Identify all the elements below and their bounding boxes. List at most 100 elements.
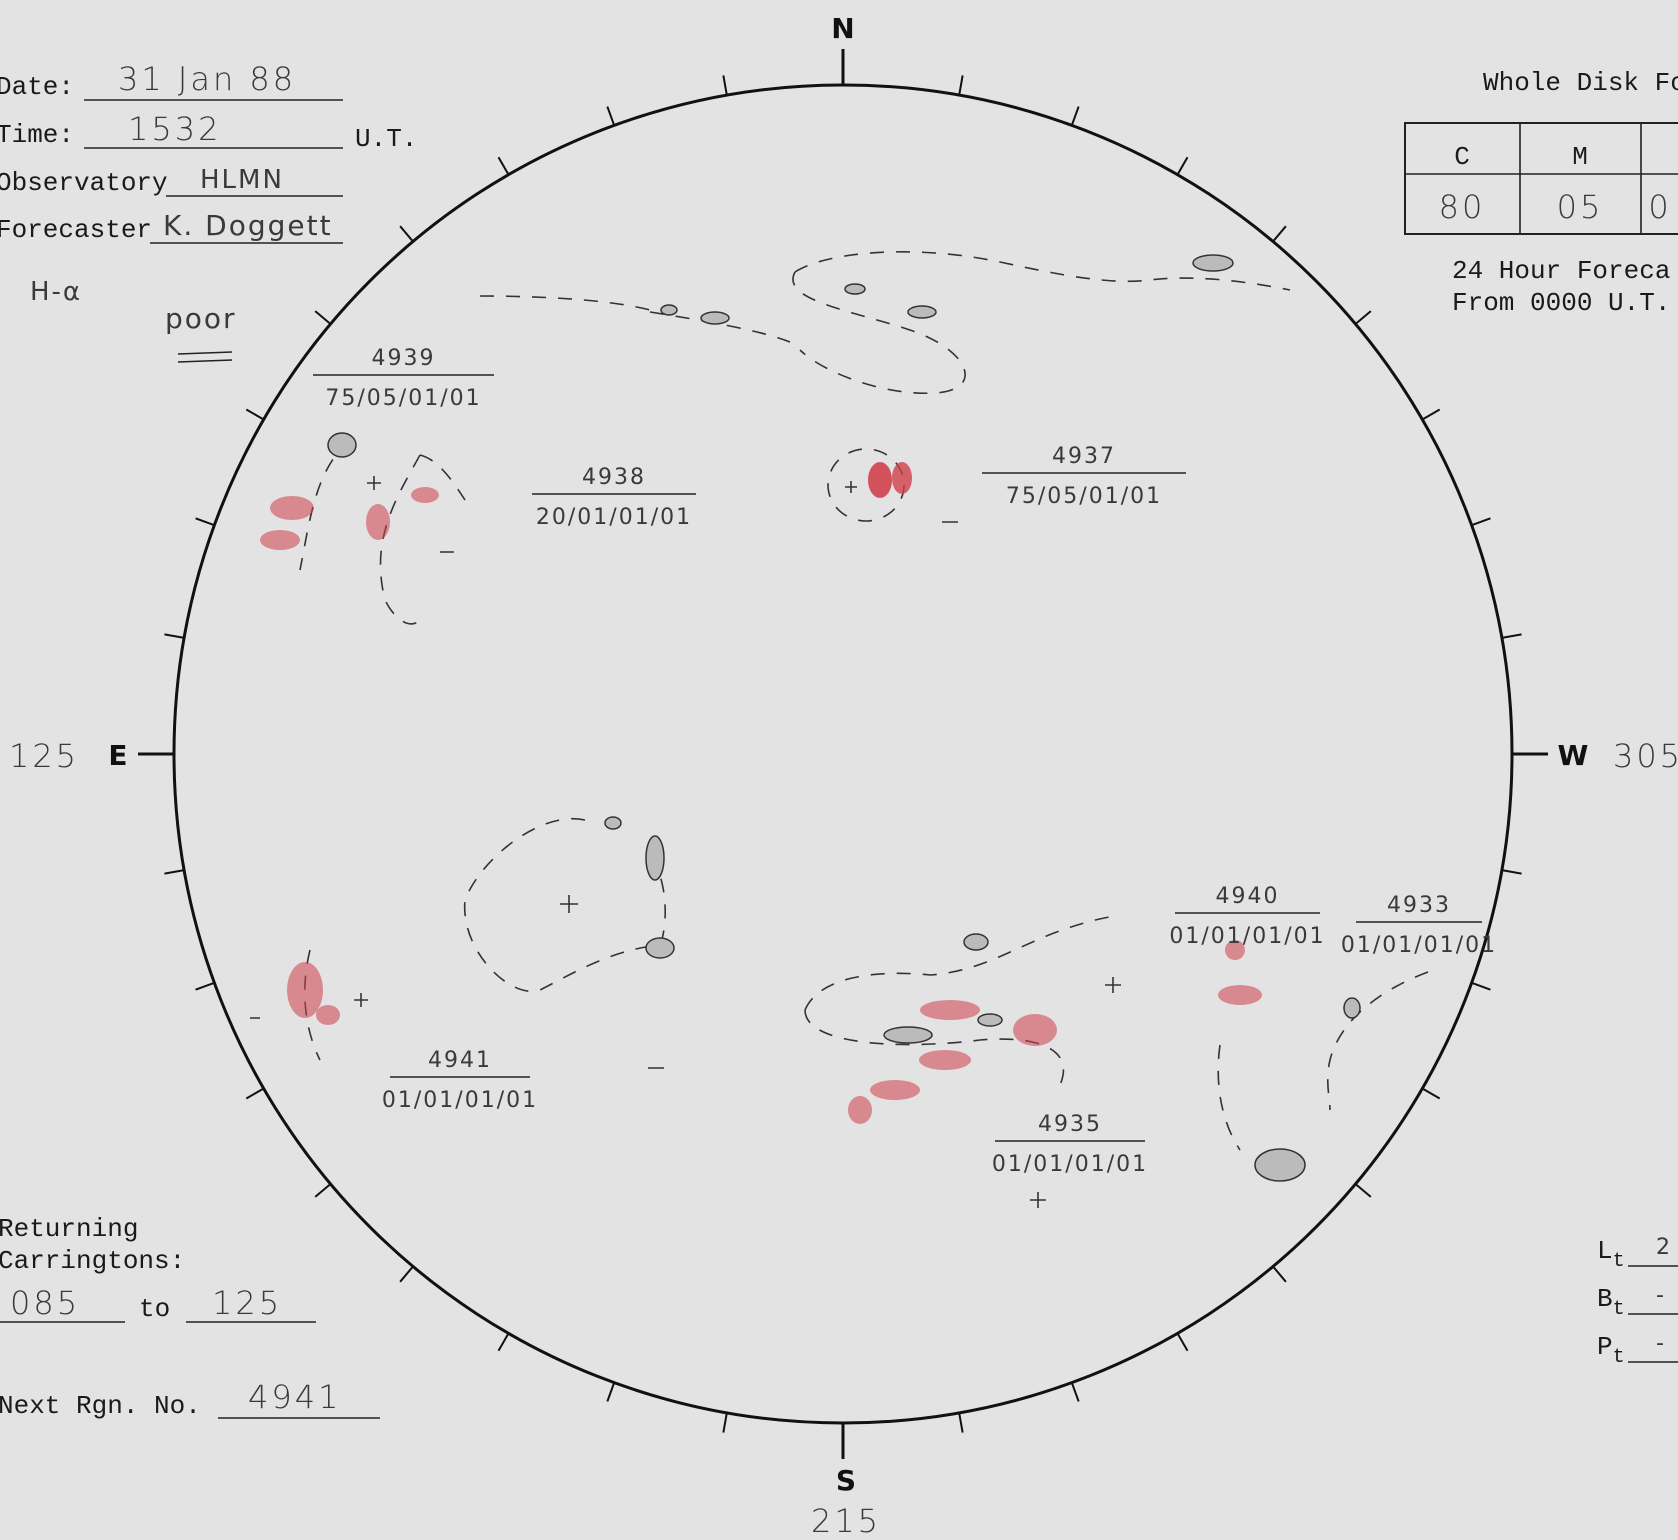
orientation-symbol: B xyxy=(1597,1284,1613,1314)
orientation-label: Pt xyxy=(1597,1332,1625,1369)
tick-mark xyxy=(1070,106,1080,126)
west-label: W xyxy=(1558,739,1589,772)
tick-mark xyxy=(1354,310,1372,325)
tick-mark xyxy=(399,1265,414,1283)
tick-mark xyxy=(245,1087,265,1100)
plage-area xyxy=(287,962,323,1018)
spots xyxy=(327,254,1361,1182)
tick-mark xyxy=(164,869,185,875)
region-number: 4940 xyxy=(1216,884,1280,909)
spot xyxy=(327,432,357,458)
orientation-value: - xyxy=(1656,1331,1666,1356)
underline xyxy=(177,359,233,363)
tick-mark xyxy=(1501,869,1522,875)
region-code: 01/01/01/01 xyxy=(1341,933,1497,958)
region-labels: 4939 75/05/01/01 4938 20/01/01/01 4937 75/05/… xyxy=(313,346,1497,1177)
orientation-symbol: L xyxy=(1597,1236,1613,1266)
region-code: 75/05/01/01 xyxy=(1006,484,1162,509)
east-longitude: 125 xyxy=(9,737,79,775)
carringtons: Returning Carringtons: 085 to 125 Next R… xyxy=(0,1214,380,1421)
orientation-label: Bt xyxy=(1597,1284,1625,1321)
plage-area xyxy=(316,1005,340,1025)
next-region-number: 4941 xyxy=(248,1378,341,1416)
plage-area xyxy=(1218,985,1262,1005)
table-value: 80 xyxy=(1439,188,1486,226)
forecast-title: Whole Disk Fo xyxy=(1483,68,1678,98)
spot xyxy=(1254,1148,1306,1182)
region-number: 4937 xyxy=(1052,444,1116,469)
south-label: S xyxy=(836,1464,856,1497)
east-label: E xyxy=(108,739,127,772)
neutral-line xyxy=(792,271,966,394)
plage-area xyxy=(920,1000,980,1020)
table-value: 0 xyxy=(1648,188,1671,226)
spot xyxy=(604,816,622,830)
region-number: 4939 xyxy=(372,346,436,371)
tick-mark xyxy=(314,1183,332,1198)
north-label: N xyxy=(831,12,854,45)
tick-mark xyxy=(958,75,964,96)
orientation-subscript: t xyxy=(1613,1346,1625,1369)
carringtons-label: Returning xyxy=(0,1214,138,1244)
tick-mark xyxy=(1070,1382,1080,1402)
time-label: Time: xyxy=(0,120,74,150)
tick-mark xyxy=(606,1382,616,1402)
plage-area xyxy=(366,504,390,540)
carringtons-to-label: to xyxy=(139,1294,170,1324)
neutral-line xyxy=(479,295,651,311)
tick-mark xyxy=(245,408,265,421)
plage-area xyxy=(892,462,912,494)
tick-mark xyxy=(399,225,414,243)
plage xyxy=(260,462,1262,1124)
plus-sign xyxy=(354,476,1121,1208)
neutral-line xyxy=(299,439,466,625)
carringtons-to: 125 xyxy=(212,1284,282,1322)
spot xyxy=(645,937,675,959)
region-number: 4935 xyxy=(1038,1112,1102,1137)
forecast-table xyxy=(1404,122,1678,235)
forecaster-label: Forecaster xyxy=(0,215,152,245)
tick-mark xyxy=(606,106,616,126)
orientation-subscript: t xyxy=(1613,1250,1625,1273)
neutral-line xyxy=(1217,971,1429,1151)
plage-area xyxy=(1013,1014,1057,1046)
carringtons-label: Carringtons: xyxy=(0,1246,185,1276)
h-alpha-quality: poor xyxy=(165,302,237,335)
observatory-label: Observatory xyxy=(0,168,168,198)
tick-mark xyxy=(195,981,215,991)
spot xyxy=(1192,254,1234,272)
tick-mark xyxy=(1176,156,1189,176)
spot xyxy=(844,283,866,295)
date-label: Date: xyxy=(0,72,74,102)
tick-mark xyxy=(1471,517,1491,527)
region-number: 4938 xyxy=(582,465,646,490)
table-value: 05 xyxy=(1557,188,1604,226)
tick-mark xyxy=(195,517,215,527)
observation: H-α poor xyxy=(30,277,237,363)
neutral-line xyxy=(463,817,666,993)
neutral-line xyxy=(827,448,905,522)
tick-mark xyxy=(497,1332,510,1352)
spot xyxy=(645,835,665,881)
forecast-note: From 0000 U.T. xyxy=(1452,288,1670,318)
plage-area xyxy=(919,1050,971,1070)
orientation: Lt 2 Bt - Pt - xyxy=(1597,1235,1678,1369)
forecast-note: 24 Hour Foreca xyxy=(1452,256,1670,286)
tick-mark xyxy=(722,75,728,96)
underline xyxy=(177,351,233,355)
tick-marks xyxy=(138,49,1548,1459)
spot xyxy=(700,311,730,325)
region-code: 01/01/01/01 xyxy=(382,1088,538,1113)
tick-mark xyxy=(1272,225,1287,243)
minus-sign xyxy=(250,521,958,1069)
orientation-symbol: P xyxy=(1597,1332,1613,1362)
spot xyxy=(660,304,678,316)
region-code: 75/05/01/01 xyxy=(325,386,481,411)
time-value: 1532 xyxy=(128,110,221,148)
plage-area xyxy=(270,496,314,520)
tick-mark xyxy=(722,1412,728,1433)
tick-mark xyxy=(497,156,510,176)
region-code: 01/01/01/01 xyxy=(992,1152,1148,1177)
date-value: 31 Jan 88 xyxy=(118,60,296,98)
